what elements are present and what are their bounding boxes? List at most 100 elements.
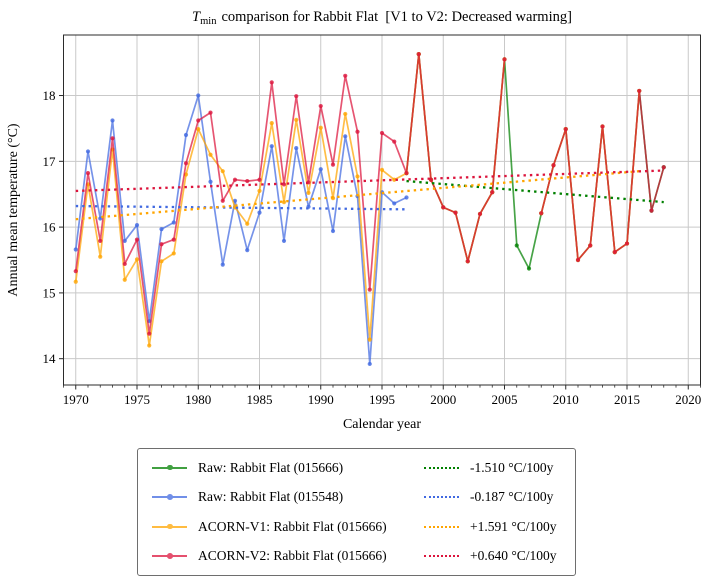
data-point <box>245 178 250 184</box>
data-point <box>649 208 654 213</box>
y-axis-label: Annual mean temperature (°C) <box>6 123 21 296</box>
data-point <box>624 241 630 246</box>
crimson-dotted-line-icon <box>424 555 459 558</box>
blue-dotted-line-icon <box>424 496 459 499</box>
orange-line-icon <box>152 523 187 530</box>
data-point <box>306 190 311 195</box>
data-point <box>343 111 348 117</box>
data-point <box>526 266 532 271</box>
data-point <box>269 144 274 149</box>
data-point <box>637 88 642 94</box>
legend-item-trend-crimson: +0.640 °C/100y <box>424 542 575 572</box>
data-point <box>85 149 91 154</box>
data-point <box>208 179 213 184</box>
data-point <box>98 238 103 244</box>
data-point <box>73 279 78 284</box>
x-tick-label: 2015 <box>614 392 640 407</box>
data-point <box>367 337 372 342</box>
data-point <box>318 125 323 130</box>
data-point <box>220 262 225 267</box>
legend-item-trend-blue: -0.187 °C/100y <box>424 483 575 513</box>
data-point <box>147 331 152 336</box>
data-point <box>428 177 434 182</box>
legend-item-raw-015548: Raw: Rabbit Flat (015548) <box>152 483 424 513</box>
data-point <box>600 124 605 129</box>
data-point <box>551 163 556 168</box>
data-point <box>453 210 458 215</box>
crimson-line-icon <box>152 553 187 559</box>
data-point <box>110 118 115 123</box>
data-point <box>147 343 152 348</box>
data-point <box>514 243 519 248</box>
data-point <box>122 238 127 244</box>
x-tick-label: 1995 <box>369 392 395 407</box>
data-point <box>159 226 164 232</box>
data-point <box>392 139 397 144</box>
data-point <box>183 132 189 138</box>
data-point <box>159 242 164 247</box>
data-point <box>281 200 287 205</box>
legend: Raw: Rabbit Flat (015666) -1.510 °C/100y… <box>137 448 576 576</box>
data-point <box>355 129 360 134</box>
legend-label: -1.510 °C/100y <box>470 459 554 475</box>
data-point <box>404 171 409 176</box>
trend-line <box>406 179 664 204</box>
data-point <box>208 110 213 115</box>
x-tick-label: 1990 <box>308 392 334 407</box>
y-tick-label: 18 <box>43 88 56 103</box>
data-point <box>367 287 372 292</box>
blue-line-icon <box>152 494 187 500</box>
data-point <box>245 221 250 226</box>
legend-label: ACORN-V2: Rabbit Flat (015666) <box>198 548 387 564</box>
data-point <box>539 211 544 216</box>
data-point <box>220 169 225 174</box>
x-tick-label: 2005 <box>492 392 518 407</box>
y-tick-label: 14 <box>43 351 57 366</box>
y-tick-label: 16 <box>43 220 57 235</box>
gridlines <box>63 35 701 385</box>
data-point <box>490 190 495 195</box>
data-point <box>208 152 213 157</box>
legend-item-acorn-v2: ACORN-V2: Rabbit Flat (015666) <box>152 542 424 572</box>
axis-tick-labels: 1970 1975 1980 1985 1990 1995 2000 2005 2010 2015… <box>43 88 702 407</box>
data-point <box>588 243 593 248</box>
data-point <box>98 254 103 259</box>
data-point <box>355 174 360 179</box>
data-point <box>183 161 189 166</box>
data-point <box>122 277 127 282</box>
data-point <box>330 228 336 234</box>
data-point <box>196 118 201 123</box>
trend-lines <box>75 169 664 221</box>
data-point <box>502 57 507 62</box>
data-point <box>330 162 336 167</box>
y-tick-label: 17 <box>43 154 57 169</box>
data-point <box>269 121 274 126</box>
x-tick-label: 2000 <box>430 392 456 407</box>
data-point <box>404 195 409 200</box>
x-axis-label: Calendar year <box>343 417 421 432</box>
legend-item-trend-green: -1.510 °C/100y <box>424 453 575 483</box>
x-tick-label: 1975 <box>124 392 150 407</box>
chart-title: Tmin comparison for Rabbit Flat [V1 to V2… <box>192 9 572 27</box>
legend-label: +1.591 °C/100y <box>470 518 557 534</box>
orange-dotted-line-icon <box>424 525 459 528</box>
legend-label: Raw: Rabbit Flat (015548) <box>198 489 344 505</box>
data-point <box>392 201 397 206</box>
legend-item-trend-orange: +1.591 °C/100y <box>424 512 575 542</box>
trend-line <box>75 169 664 193</box>
data-point <box>196 126 201 132</box>
trend-line <box>75 170 640 221</box>
data-point <box>171 220 176 225</box>
data-point <box>416 51 421 57</box>
data-point <box>257 188 262 194</box>
legend-item-acorn-v1: ACORN-V1: Rabbit Flat (015666) <box>152 512 424 542</box>
data-point <box>563 126 568 132</box>
data-point <box>171 237 176 242</box>
data-point <box>73 247 78 252</box>
data-point <box>281 182 287 187</box>
legend-label: Raw: Rabbit Flat (015666) <box>198 459 344 475</box>
y-tick-label: 15 <box>43 285 56 300</box>
x-tick-label: 1970 <box>63 392 89 407</box>
data-point <box>441 205 446 210</box>
plot-border <box>63 34 701 386</box>
